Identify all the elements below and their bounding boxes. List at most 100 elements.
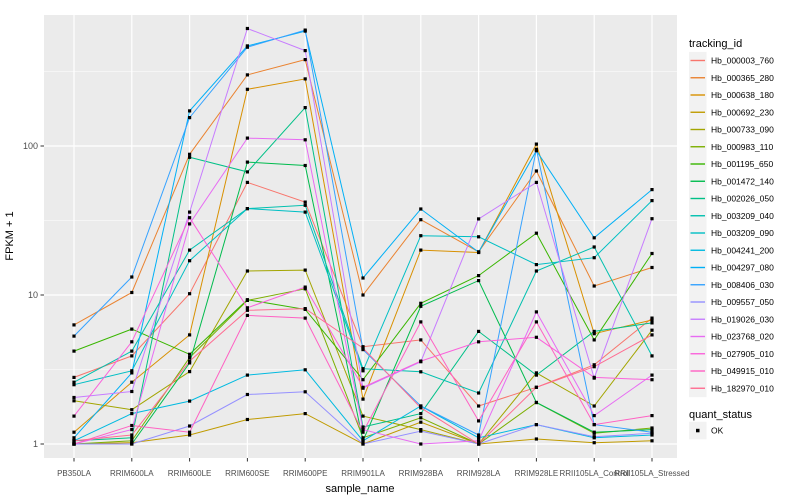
data-point-Hb_003209_040 [130,349,134,353]
data-point-Hb_000365_280 [650,265,654,270]
data-point-Hb_004297_080 [361,276,365,280]
plot-panel [44,15,677,458]
data-point-Hb_049915_010 [650,414,654,418]
legend-label-Hb_000003_760: Hb_000003_760 [711,56,774,66]
legend-label-Hb_000365_280: Hb_000365_280 [711,73,774,83]
data-point-Hb_000638_180 [245,87,249,91]
data-point-Hb_009557_050 [245,392,249,397]
data-point-Hb_000733_090 [188,370,192,374]
data-point-Hb_027905_010 [245,306,249,310]
data-point-Hb_000983_110 [303,287,307,291]
data-point-Hb_049915_010 [245,313,249,317]
data-point-Hb_008406_030 [477,433,481,437]
panel-background [44,15,677,458]
data-point-Hb_000638_180 [419,248,423,252]
data-point-Hb_008406_030 [419,404,423,408]
data-point-Hb_023768_020 [534,310,538,314]
data-point-Hb_000638_180 [303,77,307,81]
data-point-Hb_049915_010 [303,316,307,320]
data-point-Hb_004241_200 [650,433,654,437]
data-point-Hb_009557_050 [534,423,538,427]
data-point-Hb_004241_200 [188,399,192,403]
data-point-Hb_004297_080 [419,207,423,211]
data-point-Hb_003209_040 [188,248,192,252]
data-point-Hb_027905_010 [130,340,134,344]
data-point-Hb_003209_090 [534,263,538,267]
x-tick-label-RRIM928LA: RRIM928LA [457,469,501,478]
data-point-Hb_004297_080 [592,236,596,240]
data-point-Hb_004241_200 [477,436,481,440]
data-point-Hb_023768_020 [477,439,481,443]
data-point-Hb_182970_010 [477,442,481,446]
data-point-Hb_019026_030 [534,180,538,184]
data-point-Hb_027905_010 [477,340,481,344]
data-point-Hb_027905_010 [361,385,365,389]
data-point-Hb_019026_030 [303,49,307,53]
data-point-Hb_001195_650 [130,327,134,331]
data-point-Hb_182970_010 [534,385,538,389]
data-point-Hb_000733_090 [303,268,307,272]
data-point-Hb_000638_180 [592,332,596,336]
data-point-Hb_003209_090 [130,369,134,373]
data-point-Hb_004297_080 [130,371,134,375]
data-point-Hb_049915_010 [361,430,365,434]
data-point-Hb_002026_050 [130,436,134,440]
data-point-Hb_008406_030 [303,28,307,32]
data-point-Hb_000733_090 [245,269,249,273]
data-point-Hb_000365_280 [72,323,76,327]
data-point-Hb_003209_090 [303,210,307,214]
data-point-Hb_000983_110 [419,416,423,420]
data-point-Hb_001195_650 [188,352,192,356]
data-point-Hb_000692_230 [534,437,538,441]
data-point-Hb_004241_200 [303,368,307,372]
data-point-Hb_019026_030 [188,210,192,214]
legend-label-Hb_004241_200: Hb_004241_200 [711,245,774,255]
data-point-Hb_003209_040 [419,370,423,374]
data-point-Hb_001195_650 [650,251,654,256]
data-point-Hb_000365_280 [245,73,249,77]
data-point-Hb_000365_280 [361,293,365,297]
data-point-Hb_049915_010 [188,430,192,434]
x-tick-label-RRIM928BA: RRIM928BA [399,469,444,478]
quant-status-markers [72,26,654,446]
data-point-Hb_049915_010 [72,442,76,446]
data-point-Hb_023768_020 [188,222,192,226]
data-point-Hb_000733_090 [650,328,654,332]
data-point-Hb_004297_080 [188,109,192,113]
data-point-Hb_000638_180 [650,318,654,322]
data-point-Hb_023768_020 [592,414,596,418]
x-axis-tick-labels: PB350LA RRIM600LA RRIM600LE RRIM600SE RRIM60… [57,469,689,478]
data-point-Hb_027905_010 [188,216,192,220]
data-point-Hb_003209_040 [303,203,307,207]
data-point-Hb_000638_180 [361,397,365,401]
data-point-Hb_009557_050 [419,429,423,433]
data-point-Hb_049915_010 [534,320,538,324]
legend-label-Hb_002026_050: Hb_002026_050 [711,194,774,204]
data-point-Hb_001472_140 [419,304,423,308]
data-point-Hb_000638_180 [130,380,134,384]
data-point-Hb_000692_230 [303,412,307,416]
data-point-Hb_009557_050 [361,442,365,446]
legend-label-Hb_049915_010: Hb_049915_010 [711,366,774,376]
data-point-Hb_003209_040 [650,354,654,358]
y-axis-tick-labels: 1 10 100 [23,141,38,449]
legend-title-tracking-id: tracking_id [689,38,742,50]
data-point-Hb_001472_140 [245,160,249,164]
legend-label-Hb_000692_230: Hb_000692_230 [711,107,774,117]
data-point-Hb_008406_030 [72,334,76,338]
data-point-Hb_008406_030 [188,116,192,120]
axis-ticks [40,145,653,462]
data-point-Hb_002026_050 [188,155,192,159]
y-axis-title: FPKM + 1 [4,211,16,260]
data-point-Hb_009557_050 [592,435,596,439]
data-point-Hb_000365_280 [592,284,596,288]
data-point-Hb_001472_140 [477,279,481,283]
data-point-Hb_004297_080 [72,436,76,440]
x-tick-label-RRIM600LE: RRIM600LE [168,469,212,478]
legend-label-Hb_182970_010: Hb_182970_010 [711,383,774,393]
data-point-Hb_023768_020 [361,428,365,432]
x-tick-label-RRIM600LA: RRIM600LA [110,469,154,478]
data-point-Hb_182970_010 [72,439,76,443]
legend-label-Hb_019026_030: Hb_019026_030 [711,314,774,324]
data-point-Hb_003209_040 [477,391,481,395]
